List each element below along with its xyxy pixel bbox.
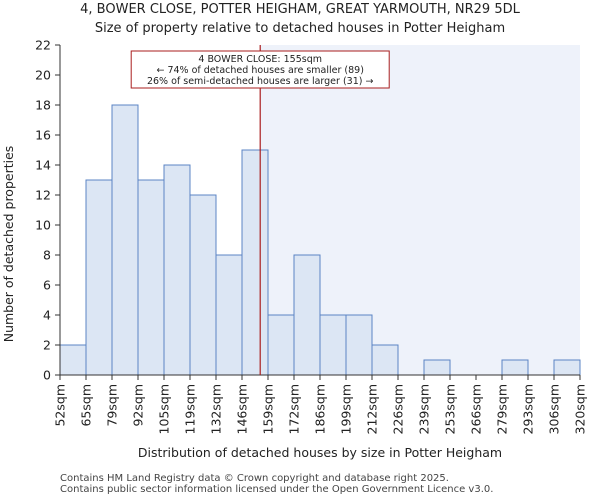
- y-tick-label: 6: [43, 278, 51, 293]
- x-ticks-group: 52sqm 65sqm 79sqm 92sqm 105sqm 119sqm 132sqm 14…: [53, 375, 588, 434]
- annotation-line-1: 4 BOWER CLOSE: 155sqm: [198, 54, 322, 65]
- y-tick-label: 22: [35, 38, 51, 53]
- bar-186sqm: [319, 314, 347, 376]
- footer-line-2: Contains public sector information licen…: [60, 484, 494, 495]
- bars-group: [59, 104, 581, 376]
- bar-279sqm: [501, 359, 529, 376]
- chart-subtitle: Size of property relative to detached ho…: [94, 21, 506, 36]
- x-tick-label: 105sqm: [157, 384, 172, 434]
- y-tick-label: 18: [35, 98, 51, 113]
- y-ticks-group: 0 2 4 6 8 10 12 14 16 18 20 22: [35, 38, 60, 383]
- bar-132sqm: [215, 254, 243, 376]
- x-tick-label: 266sqm: [469, 384, 484, 434]
- x-tick-label: 52sqm: [53, 384, 68, 427]
- x-tick-label: 65sqm: [79, 384, 94, 427]
- x-tick-label: 119sqm: [183, 384, 198, 434]
- annotation-line-3: 26% of semi-detached houses are larger (…: [147, 76, 374, 87]
- y-tick-label: 8: [43, 248, 51, 263]
- x-tick-label: 226sqm: [391, 384, 406, 434]
- y-tick-label: 4: [43, 308, 51, 323]
- x-tick-label: 320sqm: [573, 384, 588, 434]
- footer: Contains HM Land Registry data © Crown c…: [60, 473, 493, 495]
- bar-212sqm: [371, 344, 399, 376]
- footer-line-1: Contains HM Land Registry data © Crown c…: [60, 473, 449, 484]
- y-tick-label: 14: [35, 158, 51, 173]
- bar-92sqm: [137, 179, 165, 376]
- x-tick-label: 199sqm: [339, 384, 354, 434]
- x-axis-label: Distribution of detached houses by size …: [138, 445, 502, 460]
- marker-group: 4 BOWER CLOSE: 155sqm← 74% of detached h…: [130, 45, 390, 375]
- y-tick-label: 12: [35, 188, 51, 203]
- y-tick-label: 0: [43, 368, 51, 383]
- x-tick-label: 146sqm: [235, 384, 250, 434]
- y-tick-label: 16: [35, 128, 51, 143]
- x-tick-label: 159sqm: [261, 384, 276, 434]
- bar-65sqm: [85, 179, 113, 376]
- x-tick-label: 306sqm: [547, 384, 562, 434]
- x-tick-label: 279sqm: [495, 384, 510, 434]
- bar-105sqm: [163, 164, 191, 376]
- annotation-line-2: ← 74% of detached houses are smaller (89…: [156, 65, 363, 76]
- chart-title-block: 4, BOWER CLOSE, POTTER HEIGHAM, GREAT YA…: [0, 0, 600, 38]
- bar-199sqm: [345, 314, 373, 376]
- annotation-box: [130, 50, 390, 89]
- x-tick-label: 239sqm: [417, 384, 432, 434]
- x-tick-label: 92sqm: [131, 384, 146, 427]
- y-tick-label: 10: [35, 218, 51, 233]
- bar-52sqm: [59, 344, 87, 376]
- bar-146sqm: [241, 149, 269, 376]
- x-tick-label: 172sqm: [287, 384, 302, 434]
- y-tick-label: 2: [43, 338, 51, 353]
- bar-172sqm: [293, 254, 321, 376]
- chart-title: 4, BOWER CLOSE, POTTER HEIGHAM, GREAT YA…: [80, 2, 520, 17]
- bar-79sqm: [111, 104, 139, 376]
- bar-119sqm: [189, 194, 217, 376]
- bar-306sqm: [553, 359, 581, 376]
- x-tick-label: 253sqm: [443, 384, 458, 434]
- y-tick-label: 20: [35, 68, 51, 83]
- x-tick-label: 79sqm: [105, 384, 120, 427]
- x-tick-label: 186sqm: [313, 384, 328, 434]
- y-axis-label: Number of detached properties: [1, 146, 16, 343]
- bar-239sqm: [423, 359, 451, 376]
- x-tick-label: 132sqm: [209, 384, 224, 434]
- x-tick-label: 212sqm: [365, 384, 380, 434]
- x-tick-label: 293sqm: [521, 384, 536, 434]
- bar-159sqm: [267, 314, 295, 376]
